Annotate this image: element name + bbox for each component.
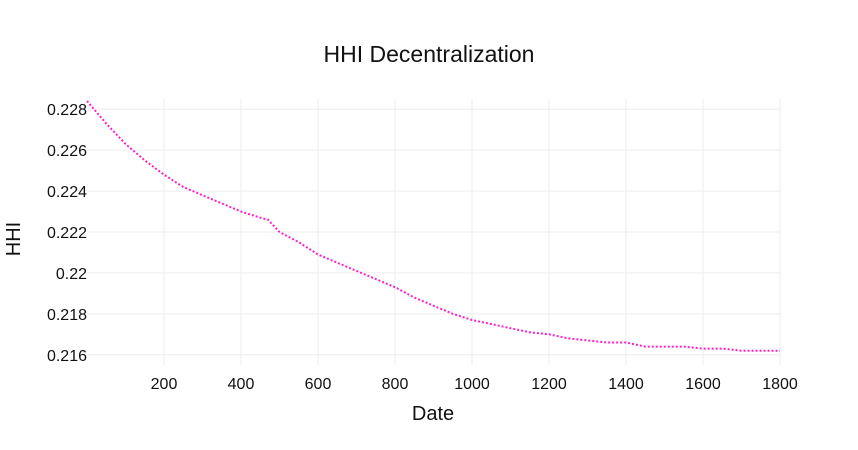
- gridlines: [87, 99, 781, 365]
- x-tick-label: 1400: [608, 376, 644, 393]
- x-axis: 200 400 600 800 1000 1200 1400 1600 1800: [151, 376, 798, 393]
- y-tick-label: 0.228: [47, 102, 87, 119]
- x-tick-label: 1600: [685, 376, 721, 393]
- y-tick-label: 0.226: [47, 143, 87, 160]
- y-tick-label: 0.224: [47, 184, 87, 201]
- series-layer: [86, 100, 780, 352]
- x-tick-label: 1200: [531, 376, 567, 393]
- y-axis-title: HHI: [3, 222, 25, 256]
- y-tick-label: 0.216: [47, 348, 87, 365]
- series-line-hhi: [86, 100, 780, 352]
- x-tick-label: 1000: [454, 376, 490, 393]
- y-tick-label: 0.22: [56, 266, 87, 283]
- chart-title: HHI Decentralization: [324, 41, 535, 67]
- x-tick-label: 600: [305, 376, 332, 393]
- x-tick-label: 1800: [762, 376, 798, 393]
- x-tick-label: 200: [151, 376, 178, 393]
- y-tick-label: 0.218: [47, 307, 87, 324]
- x-tick-label: 400: [228, 376, 255, 393]
- x-tick-label: 800: [382, 376, 409, 393]
- y-axis: 0.216 0.218 0.22 0.222 0.224 0.226 0.228: [47, 102, 87, 365]
- y-tick-label: 0.222: [47, 225, 87, 242]
- x-axis-title: Date: [412, 403, 454, 425]
